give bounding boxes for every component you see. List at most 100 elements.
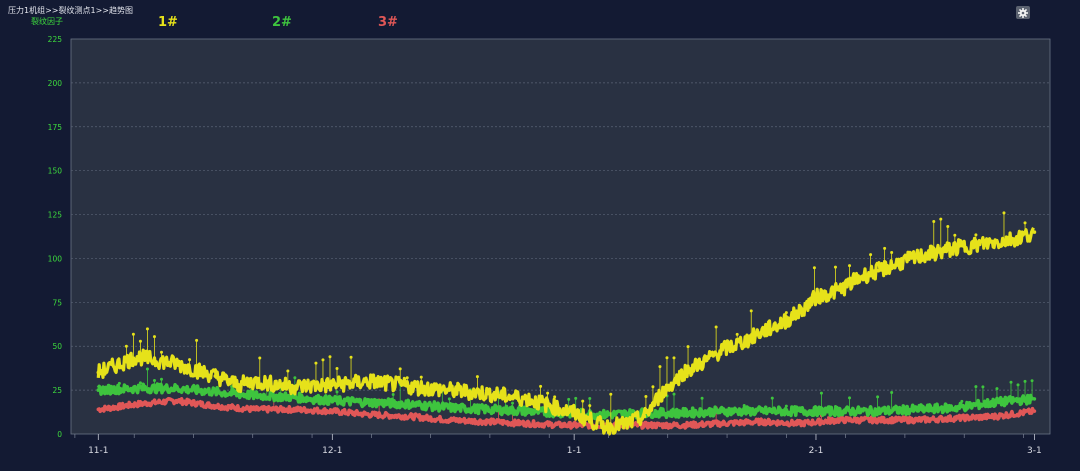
legend-label-3: 3#	[378, 15, 398, 30]
series-3-point	[369, 412, 374, 417]
series-1-point	[837, 288, 842, 292]
data-point	[159, 377, 163, 381]
series-3-point	[96, 407, 101, 412]
data-point	[588, 404, 592, 408]
series-1-point	[658, 393, 662, 398]
series-1-point	[923, 253, 927, 257]
series-3-point	[447, 418, 452, 422]
data-point	[749, 309, 753, 313]
series-3-point	[135, 402, 140, 406]
y-tick-label: 125	[48, 211, 63, 220]
plot-area	[70, 38, 1051, 435]
data-point	[328, 355, 332, 359]
data-point	[188, 358, 192, 362]
data-point	[981, 385, 985, 389]
series-2-point	[252, 393, 257, 398]
data-point	[714, 325, 718, 329]
series-2-point	[486, 407, 491, 412]
legend-item-series-2[interactable]: 2#	[272, 15, 292, 30]
series-1-point	[135, 354, 140, 359]
data-point	[672, 356, 676, 360]
data-point	[1030, 379, 1034, 383]
legend-item-series-1[interactable]: 1#	[158, 15, 178, 30]
y-tick-label: 225	[48, 35, 63, 44]
data-point	[974, 385, 978, 389]
data-point	[195, 338, 199, 342]
series-3-point	[291, 407, 296, 412]
data-point	[939, 217, 943, 221]
data-point	[974, 233, 978, 237]
series-1-point	[876, 268, 881, 273]
series-1-point	[486, 391, 491, 396]
series-2-point	[525, 409, 530, 413]
series-2-point	[993, 400, 998, 405]
y-axis-label: 裂纹因子	[31, 17, 63, 26]
series-2-point	[213, 390, 218, 394]
series-1-point	[743, 339, 748, 343]
y-tick-label: 25	[52, 386, 62, 395]
series-1-point	[954, 246, 959, 250]
data-point	[848, 396, 852, 400]
data-point	[475, 375, 479, 379]
legend-item-series-3[interactable]: 3#	[378, 15, 398, 30]
series-1-point	[587, 418, 592, 422]
legend-label-2: 2#	[272, 15, 292, 30]
series-2-point	[603, 412, 608, 417]
data-point	[672, 392, 676, 396]
data-point	[609, 392, 613, 396]
series-1-point	[704, 358, 709, 363]
data-point	[293, 376, 297, 380]
data-point	[833, 404, 837, 408]
series-2-point	[447, 405, 452, 410]
data-point	[511, 401, 515, 405]
series-2-point	[798, 409, 803, 413]
series-1-point	[782, 319, 787, 324]
y-tick-label: 75	[52, 298, 62, 307]
data-point	[314, 361, 318, 365]
settings-button[interactable]	[1016, 6, 1030, 19]
series-1-point	[96, 370, 101, 375]
data-point	[960, 399, 964, 403]
x-tick-label: 11-1	[88, 446, 108, 456]
data-point	[890, 390, 894, 394]
gear-icon	[1018, 7, 1028, 18]
data-point	[574, 396, 578, 400]
series-1-point	[447, 388, 452, 392]
data-point	[953, 233, 957, 237]
series-2-point	[174, 386, 179, 391]
data-point	[819, 391, 823, 395]
series-1-point	[252, 379, 257, 384]
data-point	[258, 356, 262, 360]
data-point	[770, 396, 774, 400]
series-3-point	[681, 423, 686, 428]
series-3-point	[564, 423, 569, 428]
data-point	[145, 367, 149, 371]
data-point	[890, 250, 894, 254]
series-2-point	[291, 395, 296, 399]
data-point	[995, 387, 999, 391]
series-3-point	[525, 421, 530, 426]
data-point	[1023, 221, 1027, 225]
series-3-point	[408, 414, 413, 419]
data-point	[349, 355, 353, 359]
grid-lines	[71, 82, 1050, 391]
series-1-point	[798, 309, 803, 313]
series-2-point	[876, 409, 881, 413]
series-1-point	[977, 242, 982, 247]
series-2-point	[369, 400, 374, 405]
series-1-point	[369, 379, 374, 384]
data-point	[131, 332, 135, 336]
data-point	[419, 375, 423, 379]
series-3-point	[915, 418, 920, 422]
series-1-point	[330, 383, 335, 387]
y-tick-label: 175	[48, 123, 63, 132]
axes: 0 25 50 75 100 125 150 175 200 225 11-1 12-1 1-1 2-1 3…	[48, 35, 1042, 456]
series-2-point	[954, 405, 959, 410]
data-point	[869, 253, 873, 257]
y-tick-label: 150	[48, 167, 63, 176]
series-3-point	[759, 419, 764, 424]
series-1-point	[759, 330, 764, 334]
data-point	[117, 381, 121, 385]
data-point	[138, 339, 142, 343]
